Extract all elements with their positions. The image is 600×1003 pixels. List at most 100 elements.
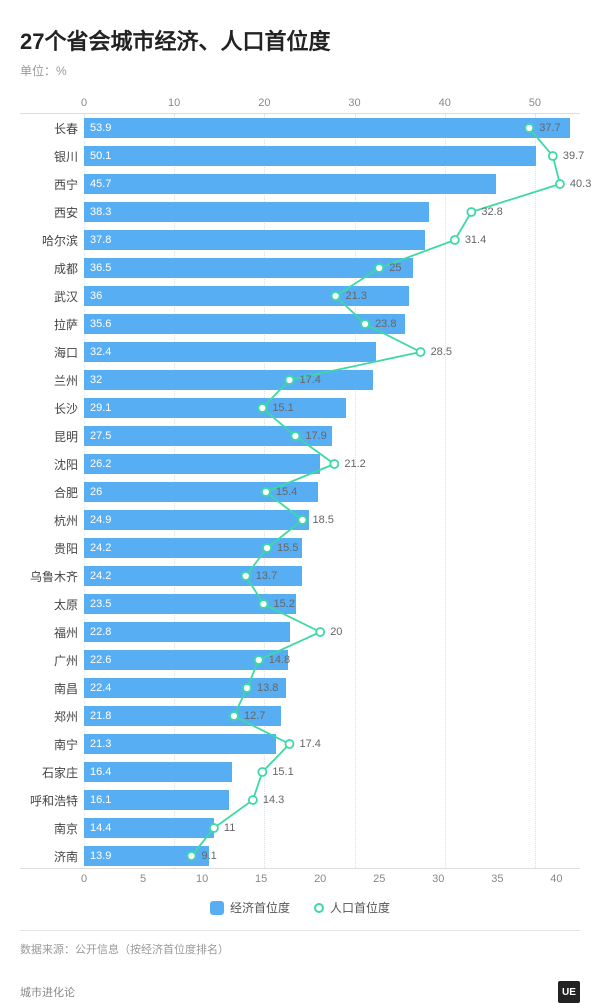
chart: 01020304050 长春53.937.7银川50.139.7西宁45.740… xyxy=(20,97,580,889)
axis-tick: 0 xyxy=(81,873,87,885)
data-row: 贵阳24.2 xyxy=(20,534,580,562)
data-row: 西宁45.7 xyxy=(20,170,580,198)
econ-bar: 16.4 xyxy=(84,762,232,782)
pop-value-label: 21.3 xyxy=(346,290,367,302)
city-label: 合肥 xyxy=(20,484,84,501)
bar-area: 35.6 xyxy=(84,310,580,338)
data-row: 呼和浩特16.1 xyxy=(20,786,580,814)
city-label: 拉萨 xyxy=(20,316,84,333)
econ-bar: 45.7 xyxy=(84,174,496,194)
legend-line-swatch xyxy=(314,903,324,913)
pop-value-label: 14.3 xyxy=(263,794,284,806)
econ-bar: 24.9 xyxy=(84,510,309,530)
axis-tick: 10 xyxy=(196,873,208,885)
axis-tick: 30 xyxy=(432,873,444,885)
pop-value-label: 17.9 xyxy=(305,430,326,442)
econ-bar: 37.8 xyxy=(84,230,425,250)
data-row: 海口32.4 xyxy=(20,338,580,366)
axis-tick: 10 xyxy=(168,97,180,109)
city-label: 西安 xyxy=(20,204,84,221)
footer-text: 城市进化论 xyxy=(20,984,75,1000)
x-axis-top: 0 10 20 30 40 50 xyxy=(84,97,580,113)
pop-value-label: 40.3 xyxy=(570,178,591,190)
legend-bar-swatch xyxy=(210,901,224,915)
data-row: 杭州24.9 xyxy=(20,506,580,534)
axis-tick: 40 xyxy=(550,873,562,885)
bar-area: 32.4 xyxy=(84,338,580,366)
econ-bar: 22.4 xyxy=(84,678,286,698)
bar-area: 21.3 xyxy=(84,730,580,758)
econ-bar: 36.5 xyxy=(84,258,413,278)
bar-area: 36 xyxy=(84,282,580,310)
axis-tick: 15 xyxy=(255,873,267,885)
bar-area: 22.6 xyxy=(84,646,580,674)
econ-bar: 27.5 xyxy=(84,426,332,446)
city-label: 乌鲁木齐 xyxy=(20,568,84,585)
econ-bar: 21.3 xyxy=(84,734,276,754)
pop-value-label: 11 xyxy=(224,822,235,834)
pop-value-label: 17.4 xyxy=(299,374,320,386)
data-row: 广州22.6 xyxy=(20,646,580,674)
econ-bar: 50.1 xyxy=(84,146,536,166)
legend-bar-label: 经济首位度 xyxy=(230,899,290,916)
legend: 经济首位度 人口首位度 xyxy=(20,899,580,916)
axis-tick: 20 xyxy=(258,97,270,109)
bar-area: 24.2 xyxy=(84,562,580,590)
city-label: 郑州 xyxy=(20,708,84,725)
econ-bar: 22.6 xyxy=(84,650,288,670)
pop-value-label: 20 xyxy=(330,626,342,638)
city-label: 长春 xyxy=(20,120,84,137)
econ-bar: 32 xyxy=(84,370,373,390)
pop-value-label: 28.5 xyxy=(431,346,452,358)
city-label: 福州 xyxy=(20,624,84,641)
city-label: 广州 xyxy=(20,652,84,669)
bar-area: 50.1 xyxy=(84,142,580,170)
city-label: 西宁 xyxy=(20,176,84,193)
pop-value-label: 39.7 xyxy=(563,150,584,162)
bar-area: 13.9 xyxy=(84,842,580,870)
city-label: 呼和浩特 xyxy=(20,792,84,809)
city-label: 石家庄 xyxy=(20,764,84,781)
city-label: 成都 xyxy=(20,260,84,277)
axis-tick: 50 xyxy=(529,97,541,109)
city-label: 南京 xyxy=(20,820,84,837)
plot-area: 长春53.937.7银川50.139.7西宁45.740.3西安38.332.8… xyxy=(20,113,580,869)
city-label: 济南 xyxy=(20,848,84,865)
city-label: 哈尔滨 xyxy=(20,232,84,249)
chart-subtitle: 单位：% xyxy=(20,62,580,79)
axis-tick: 25 xyxy=(373,873,385,885)
data-row: 福州22.8 xyxy=(20,618,580,646)
city-label: 沈阳 xyxy=(20,456,84,473)
data-row: 长春53.9 xyxy=(20,114,580,142)
axis-tick: 30 xyxy=(348,97,360,109)
legend-line: 人口首位度 xyxy=(314,899,390,916)
pop-value-label: 13.7 xyxy=(256,570,277,582)
data-row: 南昌22.4 xyxy=(20,674,580,702)
pop-value-label: 17.4 xyxy=(299,738,320,750)
data-row: 拉萨35.6 xyxy=(20,310,580,338)
data-row: 济南13.9 xyxy=(20,842,580,870)
bar-area: 26.2 xyxy=(84,450,580,478)
pop-value-label: 9.1 xyxy=(201,850,216,862)
data-row: 南京14.4 xyxy=(20,814,580,842)
econ-bar: 53.9 xyxy=(84,118,570,138)
chart-title: 27个省会城市经济、人口首位度 xyxy=(20,24,580,56)
data-row: 郑州21.8 xyxy=(20,702,580,730)
econ-bar: 32.4 xyxy=(84,342,376,362)
city-label: 南宁 xyxy=(20,736,84,753)
data-row: 太原23.5 xyxy=(20,590,580,618)
pop-value-label: 21.2 xyxy=(344,458,365,470)
city-label: 兰州 xyxy=(20,372,84,389)
pop-value-label: 12.7 xyxy=(244,710,265,722)
axis-tick: 40 xyxy=(439,97,451,109)
econ-bar: 38.3 xyxy=(84,202,429,222)
data-row: 哈尔滨37.8 xyxy=(20,226,580,254)
bar-area: 27.5 xyxy=(84,422,580,450)
bar-area: 45.7 xyxy=(84,170,580,198)
axis-tick: 0 xyxy=(81,97,87,109)
pop-value-label: 37.7 xyxy=(539,122,560,134)
data-row: 乌鲁木齐24.2 xyxy=(20,562,580,590)
bar-area: 29.1 xyxy=(84,394,580,422)
data-row: 石家庄16.4 xyxy=(20,758,580,786)
city-label: 昆明 xyxy=(20,428,84,445)
